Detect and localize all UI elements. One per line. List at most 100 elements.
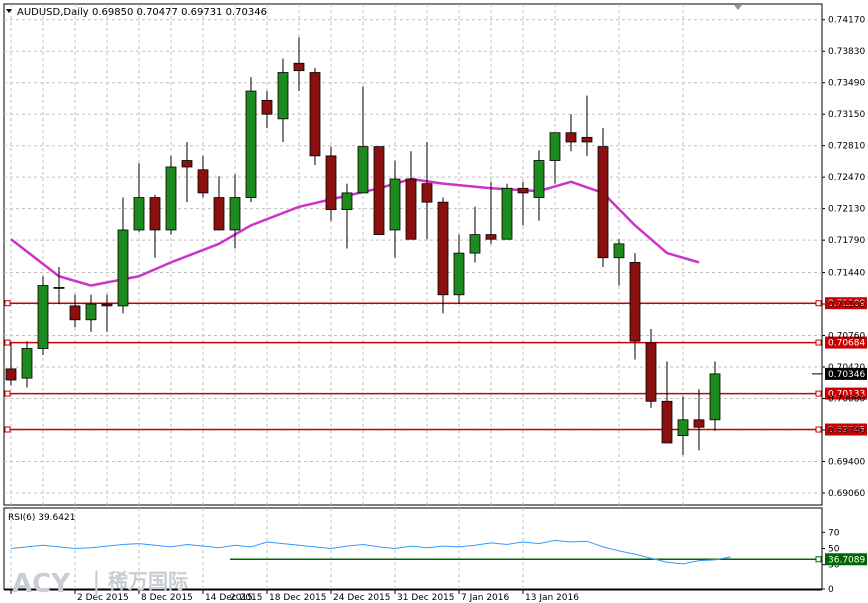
candle-body [453,252,465,296]
bear-candle [405,151,417,240]
dropdown-triangle-icon[interactable] [6,9,12,13]
candle-body [517,187,529,194]
candle-body [341,192,353,210]
bull-candle [117,197,129,314]
level-price-label: 0.70684 [828,339,865,349]
level-price-label: 0.69745 [828,426,865,436]
bull-candle [85,294,97,332]
bear-candle [517,181,529,226]
bear-candle [181,141,193,203]
price-axis: 0.74170 0.73830 0.73490 0.73150 0.72810 0.724… [812,16,867,499]
logo-chinese: 稀万国际 [108,569,188,593]
bear-candle [5,342,17,386]
bull-candle [229,174,241,249]
candle-body [245,90,257,198]
level-handle-left[interactable] [4,390,11,397]
level-handle-left[interactable] [4,426,11,433]
moving-average-line [10,177,700,287]
price-tick-label: 0.69060 [828,489,865,499]
grid [3,3,823,591]
logo-separator: | [92,567,101,597]
rsi-level-handle[interactable] [815,556,822,563]
level-handle-right[interactable] [815,339,822,346]
symbol-label: AUDUSD,Daily [17,7,89,18]
candle-body [421,183,433,203]
candle-body [389,178,401,231]
level-price-box [825,387,867,400]
bull-candle [469,206,481,263]
price-tick-label: 0.70080 [828,395,865,405]
price-tick-label: 0.69740 [828,426,865,436]
main-frame [3,3,823,506]
level-price-label: 0.70133 [828,390,865,400]
current-price-box [825,367,867,380]
candle-body [613,243,625,259]
candle-body [373,146,385,235]
price-tick-label: 0.72810 [828,142,865,152]
time-tick-label: 31 Dec 2015 [397,593,455,603]
candle-body [197,169,209,194]
horizontal-levels[interactable]: 0.71109 0.70684 0.70133 0.69745 [4,297,867,436]
bull-candle [37,276,49,355]
candle-body [69,305,81,321]
level-handle-right[interactable] [815,300,822,307]
price-tick-label: 0.73830 [828,47,865,57]
candle-body [709,373,721,421]
time-tick-label: 14 Dec 2015 [205,593,263,603]
candle-body [437,201,449,296]
bear-candle [597,128,609,268]
rsi-title: RSI(6) 39.6421 [8,513,75,523]
bull-candle [549,132,561,184]
price-tick-label: 0.70760 [828,332,865,342]
bear-candle [437,197,449,314]
candle-body [597,146,609,259]
moving-average [10,177,700,287]
bear-candle [69,294,81,328]
rsi-tick-label: 0 [828,585,834,595]
bull-candle [165,155,177,235]
shift-marker-icon[interactable] [734,5,742,10]
bear-candle [629,253,641,360]
bear-candle [293,37,305,92]
candles [5,37,721,455]
candle-body [53,286,65,289]
bear-candle [645,329,657,408]
rsi-line [10,539,732,565]
price-tick-label: 0.72130 [828,205,865,215]
bear-candle [485,181,497,244]
bear-candle [421,141,433,240]
rsi-tick-label: 30 [828,561,840,571]
candle-body [21,348,33,379]
rsi-header: RSI(6) 39.6421 [8,513,75,523]
level-handle-left[interactable] [4,339,11,346]
candle-body [325,155,337,210]
bull-candle [245,77,257,203]
candle-body [117,229,129,307]
bull-candle [501,183,513,240]
bear-candle [197,155,209,198]
candle-body [277,72,289,120]
level-price-box [825,297,867,310]
current-price-label: 0.70346 [828,370,865,380]
candle-body [501,187,513,240]
level-handle-right[interactable] [815,390,822,397]
price-tick-label: 0.73150 [828,110,865,120]
candle-body [485,234,497,240]
bull-candle [613,239,625,286]
time-tick-label: 24 Dec 2015 [333,593,391,603]
candle-body [469,234,481,254]
time-tick-label: 7 Jan 2016 [461,593,509,603]
bear-candle [581,95,593,156]
candle-body [677,419,689,436]
bear-candle [373,146,385,235]
candle-body [405,178,417,240]
candle-body [5,368,17,381]
level-handle-left[interactable] [4,300,11,307]
candle-body [629,261,641,342]
level-handle-right[interactable] [815,426,822,433]
bear-candle [661,361,673,444]
candle-body [645,342,657,402]
candle-body [133,197,145,231]
